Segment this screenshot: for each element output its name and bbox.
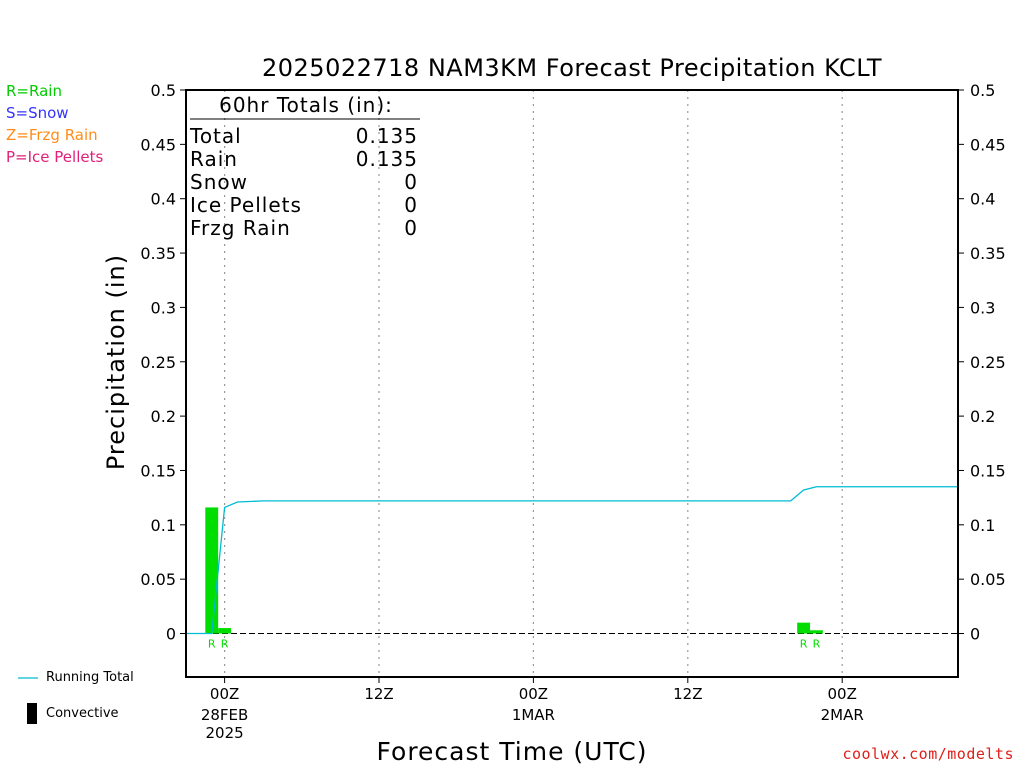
totals-row-value: 0 [404,193,418,217]
x-tick-label: 00Z [828,685,857,703]
x-axis-label: Forecast Time (UTC) [377,737,648,766]
totals-rows: Total 0.135 Rain 0.135 Snow 0 Ice Pellets 0 Frzg… [189,124,418,240]
x-tick-label: 12Z [673,685,702,703]
y-tick-label-left: 0.45 [140,135,176,154]
convective-legend-swatch [27,703,37,724]
precip-bar [218,628,232,634]
precip-type-label: R [208,638,216,651]
y-tick-label-left: 0.05 [140,570,176,589]
y-tick-label-right: 0.4 [970,190,995,209]
precip-type-legend-item: P=Ice Pellets [6,148,104,166]
running-total-line [186,486,958,635]
plot-frame [185,89,959,678]
grid-layer [186,90,958,677]
y-tick-label-left: 0.25 [140,353,176,372]
x-tick-sublabel: 1MAR [512,706,555,724]
totals-row-value: 0 [404,216,418,240]
x-tick-label: 00Z [210,685,239,703]
totals-header: 60hr Totals (in): [219,93,393,117]
y-tick-label-right: 0.25 [970,353,1006,372]
totals-row-label: Frzg Rain [190,216,291,240]
y-tick-label-right: 0.15 [970,461,1006,480]
y-tick-label-right: 0 [970,625,980,644]
y-tick-label-left: 0 [166,625,176,644]
precip-bar [810,630,823,634]
totals-row-label: Ice Pellets [190,193,302,217]
totals-box: 60hr Totals (in): Total 0.135 Rain 0.135 Sno… [189,93,420,240]
precip-type-legend-item: S=Snow [6,104,69,122]
x-tick-label: 00Z [519,685,548,703]
precip-type-label: R [813,638,821,651]
axis-layer: 0 00.05 0.050.1 0.10.15 0.150.2 0.20.25 0.250.… [140,81,1005,742]
totals-row-value: 0 [404,170,418,194]
running-total-legend-label: Running Total [46,670,134,685]
y-tick-label-right: 0.05 [970,570,1006,589]
precip-type-label: R [221,638,229,651]
credit-text: coolwx.com/modelts [842,745,1014,763]
y-tick-label-left: 0.1 [151,516,176,535]
totals-row-value: 0.135 [356,124,418,148]
totals-row-label: Rain [190,147,238,171]
y-tick-label-right: 0.2 [970,407,995,426]
totals-row-value: 0.135 [356,147,418,171]
precip-type-legend-item: Z=Frzg Rain [6,126,98,144]
y-axis-label: Precipitation (in) [102,254,130,470]
line-layer [186,486,958,635]
y-tick-label-left: 0.2 [151,407,176,426]
y-tick-label-left: 0.4 [151,190,176,209]
x-tick-sublabel: 2MAR [821,706,864,724]
x-tick-label: 12Z [364,685,393,703]
totals-row-label: Total [189,124,242,148]
x-tick-sublabel: 28FEB [201,706,248,724]
y-tick-label-left: 0.35 [140,244,176,263]
precip-bar [797,622,811,634]
x-tick-sublabel: 2025 [206,724,244,742]
convective-legend-label: Convective [46,706,119,721]
y-tick-label-right: 0.45 [970,135,1006,154]
y-tick-label-right: 0.1 [970,516,995,535]
y-tick-label-left: 0.3 [151,298,176,317]
precip-type-label: R [800,638,808,651]
chart-title: 2025022718 NAM3KM Forecast Precipitation… [262,54,882,82]
y-tick-label-left: 0.15 [140,461,176,480]
y-tick-label-right: 0.35 [970,244,1006,263]
totals-row-label: Snow [190,170,248,194]
precip-type-legend-item: R=Rain [6,82,62,100]
y-tick-label-left: 0.5 [151,81,176,100]
y-tick-label-right: 0.5 [970,81,995,100]
precip-bar [205,507,219,634]
y-tick-label-right: 0.3 [970,298,995,317]
